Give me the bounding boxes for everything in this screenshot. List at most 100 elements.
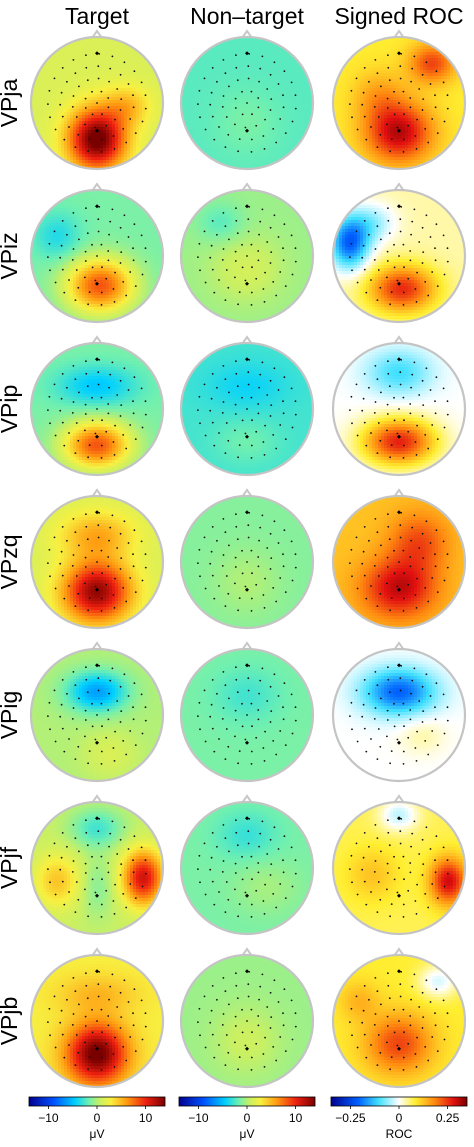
nose-marker [91,641,103,651]
head-outline [29,188,165,324]
non-target-scalp-map [179,947,315,1089]
reference-electrode-back [245,434,249,439]
nose-marker [241,29,253,39]
electrode-dots [47,512,147,612]
subject-label: VPzq [0,535,22,590]
nose-marker [393,947,405,957]
nose-marker [91,335,103,345]
non-target-colorbar: −10 0 10 μV [178,1096,316,1141]
reference-electrode-front [397,510,401,515]
nose-marker [91,29,103,39]
reference-electrode-back [397,434,401,439]
reference-electrode-back [397,740,401,745]
target-scalp-map [29,641,165,783]
electrode-dots [197,359,297,459]
nose-marker [241,641,253,651]
non-target-scalp-map [179,488,315,630]
head-outline [331,800,467,936]
non-target-scalp-map [179,641,315,783]
reference-electrode-back [95,1046,99,1051]
head-outline [331,647,467,783]
head-outline [29,341,165,477]
target-scalp-map [29,947,165,1089]
colorbar-tick-label: 10 [139,1111,153,1125]
nose-marker [393,794,405,804]
non-target-scalp-map [179,794,315,936]
reference-electrode-front [95,51,99,56]
column-header-signed-roc: Signed ROC [334,3,463,29]
nose-marker [393,488,405,498]
electrode-dots [349,53,449,153]
non-target-scalp-map [179,29,315,171]
column-headers: Target Non–target Signed ROC [65,3,464,29]
colorbar-tick-label: 0 [94,1111,101,1125]
reference-electrode-back [397,893,401,898]
signed-roc-scalp-map [331,641,467,783]
roc-colorbar: −0.25 0 0.25 ROC [330,1096,468,1141]
signed-roc-scalp-map [331,29,467,171]
column-header-target: Target [65,3,130,29]
nose-marker [393,641,405,651]
colorbar-tick-label: −0.25 [335,1111,366,1125]
electrode-dots [197,206,297,306]
reference-electrode-back [245,740,249,745]
reference-electrode-back [397,128,401,133]
reference-electrode-back [245,281,249,286]
head-outline [29,494,165,630]
colorbar-gradient [28,1096,166,1107]
head-outline [29,953,165,1089]
reference-electrode-back [245,587,249,592]
colorbar-tick-label: 0 [396,1111,403,1125]
electrode-dots [349,971,449,1071]
nose-marker [91,947,103,957]
colorbar-tick-label: −10 [38,1111,59,1125]
nose-marker [241,794,253,804]
electrode-dots [197,665,297,765]
subject-rows: VPja VPiz VPip VPzq VPig VPjf VPjb [0,29,467,1089]
reference-electrode-front [397,204,401,209]
reference-electrode-back [397,1046,401,1051]
scalp-field [181,343,313,475]
reference-electrode-front [397,969,401,974]
reference-electrode-front [245,969,249,974]
colorbar-tick-label: 0 [244,1111,251,1125]
scalp-field [31,37,163,169]
electrode-dots [197,512,297,612]
reference-electrode-front [245,816,249,821]
reference-electrode-front [245,204,249,209]
signed-roc-scalp-map [331,182,467,324]
colorbar-gradient [330,1096,468,1107]
reference-electrode-front [245,663,249,668]
subject-row: VPiz [0,182,467,324]
electrode-dots [349,818,449,918]
target-scalp-map [29,488,165,630]
subject-label: VPjf [0,846,22,889]
head-outline [179,35,315,171]
reference-electrode-back [95,740,99,745]
target-scalp-map [29,182,165,324]
reference-electrode-back [397,587,401,592]
target-scalp-map [29,335,165,477]
nose-marker [393,335,405,345]
scalp-field [181,955,313,1087]
scalp-field [333,802,465,934]
colorbar-tick-label: −10 [188,1111,209,1125]
signed-roc-scalp-map [331,335,467,477]
subject-label: VPja [0,79,22,128]
reference-electrode-front [95,510,99,515]
reference-electrode-front [245,510,249,515]
electrode-dots [197,971,297,1071]
signed-roc-scalp-map [331,794,467,936]
head-outline [179,800,315,936]
subject-row: VPjf [0,794,467,936]
reference-electrode-back [95,128,99,133]
scalp-field [333,955,465,1087]
reference-electrode-front [397,816,401,821]
non-target-scalp-map [179,182,315,324]
head-outline [331,494,467,630]
nose-marker [393,182,405,192]
electrode-dots [349,206,449,306]
reference-electrode-back [95,281,99,286]
electrode-dots [47,665,147,765]
head-outline [179,953,315,1089]
